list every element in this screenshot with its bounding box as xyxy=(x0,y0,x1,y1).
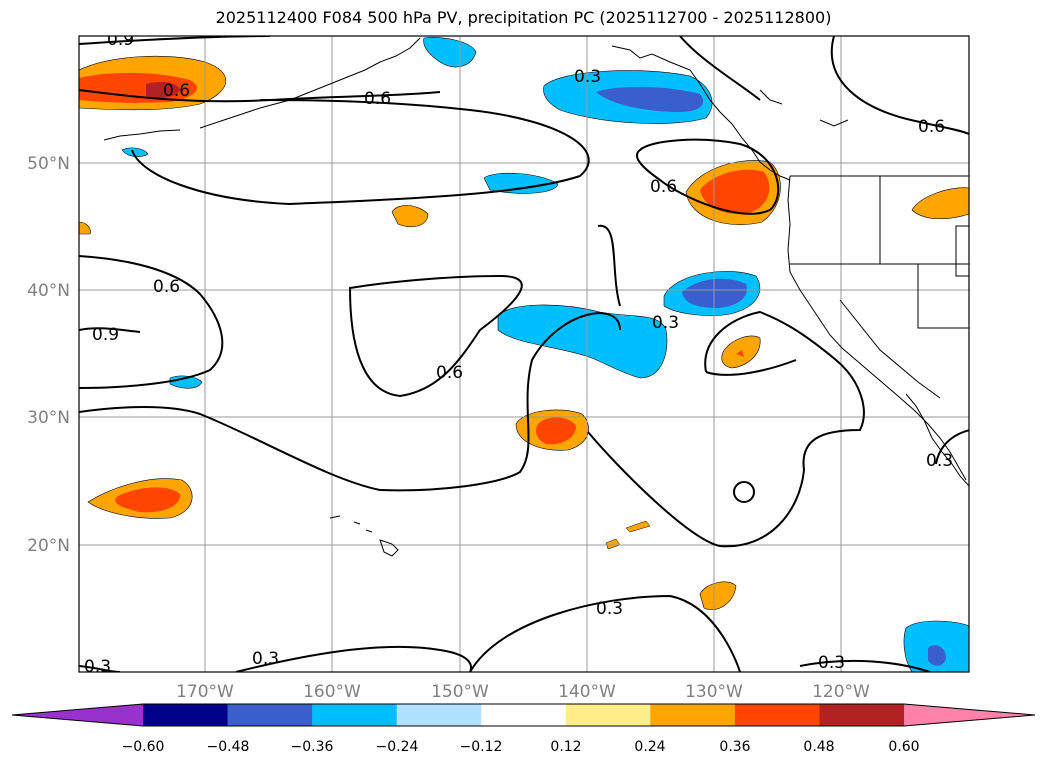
contour-label: 0.9 xyxy=(107,30,134,50)
contour-label: 0.6 xyxy=(364,89,391,109)
map-frame xyxy=(78,35,970,673)
lon-label-140w: 140°W xyxy=(558,682,616,702)
contour-labels: 0.9 0.6 0.6 0.3 0.6 0.6 0.9 0.6 0.3 0.6 … xyxy=(84,30,953,677)
colorbar-segment xyxy=(734,704,820,726)
contour-label: 0.6 xyxy=(436,363,463,383)
colorbar-tick: −0.36 xyxy=(291,739,334,755)
lon-label-130w: 130°W xyxy=(685,682,743,702)
coastlines xyxy=(103,37,969,557)
colorbar-tick: 0.24 xyxy=(634,739,665,755)
colorbar-segment xyxy=(819,704,905,726)
colorbar xyxy=(11,703,1036,727)
contour-label: 0.6 xyxy=(918,117,945,137)
map-area: 0.9 0.6 0.6 0.3 0.6 0.6 0.9 0.6 0.3 0.6 … xyxy=(79,30,969,677)
colorbar-tick: −0.60 xyxy=(122,739,165,755)
contour-label: 0.3 xyxy=(818,653,845,673)
colorbar-ticks: −0.60 −0.48 −0.36 −0.24 −0.12 0.12 0.24 … xyxy=(122,739,920,755)
contour-label: 0.3 xyxy=(84,657,111,677)
colorbar-tick: −0.24 xyxy=(376,739,419,755)
contour-label: 0.3 xyxy=(652,313,679,333)
lat-label-20n: 20°N xyxy=(27,536,70,556)
colorbar-segment xyxy=(396,704,482,726)
colorbar-outline xyxy=(11,703,1036,727)
contour-label: 0.3 xyxy=(252,649,279,669)
colorbar-segment xyxy=(481,704,567,726)
colorbar-extend-low xyxy=(12,704,143,726)
map-title: 2025112400 F084 500 hPa PV, precipitatio… xyxy=(215,8,832,27)
contour-label: 0.6 xyxy=(153,277,180,297)
colorbar-tick: −0.48 xyxy=(207,739,250,755)
colorbar-tick: 0.36 xyxy=(719,739,750,755)
lon-labels: 170°W 160°W 150°W 140°W 130°W 120°W xyxy=(176,682,870,702)
lat-labels: 50°N 40°N 30°N 20°N xyxy=(27,154,70,556)
lat-label-40n: 40°N xyxy=(27,281,70,301)
lat-label-50n: 50°N xyxy=(27,154,70,174)
colorbar-segment xyxy=(143,704,229,726)
colorbar-extend-high xyxy=(904,704,1035,726)
colorbar-segment xyxy=(565,704,651,726)
colorbar-tick: 0.60 xyxy=(888,739,919,755)
contour-label: 0.3 xyxy=(574,67,601,87)
contour-label: 0.3 xyxy=(596,599,623,619)
lon-label-170w: 170°W xyxy=(176,682,234,702)
colorbar-tick: 0.48 xyxy=(803,739,834,755)
colorbar-tick: 0.12 xyxy=(550,739,581,755)
colorbar-segment xyxy=(227,704,313,726)
contour-label: 0.3 xyxy=(926,451,953,471)
colorbar-segment xyxy=(312,704,398,726)
contour-label: 0.6 xyxy=(163,81,190,101)
lon-label-150w: 150°W xyxy=(431,682,489,702)
lat-label-30n: 30°N xyxy=(27,408,70,428)
graticule xyxy=(79,36,969,672)
colorbar-segment xyxy=(650,704,736,726)
pv-contours xyxy=(79,36,969,672)
lon-label-160w: 160°W xyxy=(303,682,361,702)
colorbar-tick: −0.12 xyxy=(460,739,503,755)
contour-label: 0.6 xyxy=(650,177,677,197)
lon-label-120w: 120°W xyxy=(812,682,870,702)
contour-label: 0.9 xyxy=(92,325,119,345)
